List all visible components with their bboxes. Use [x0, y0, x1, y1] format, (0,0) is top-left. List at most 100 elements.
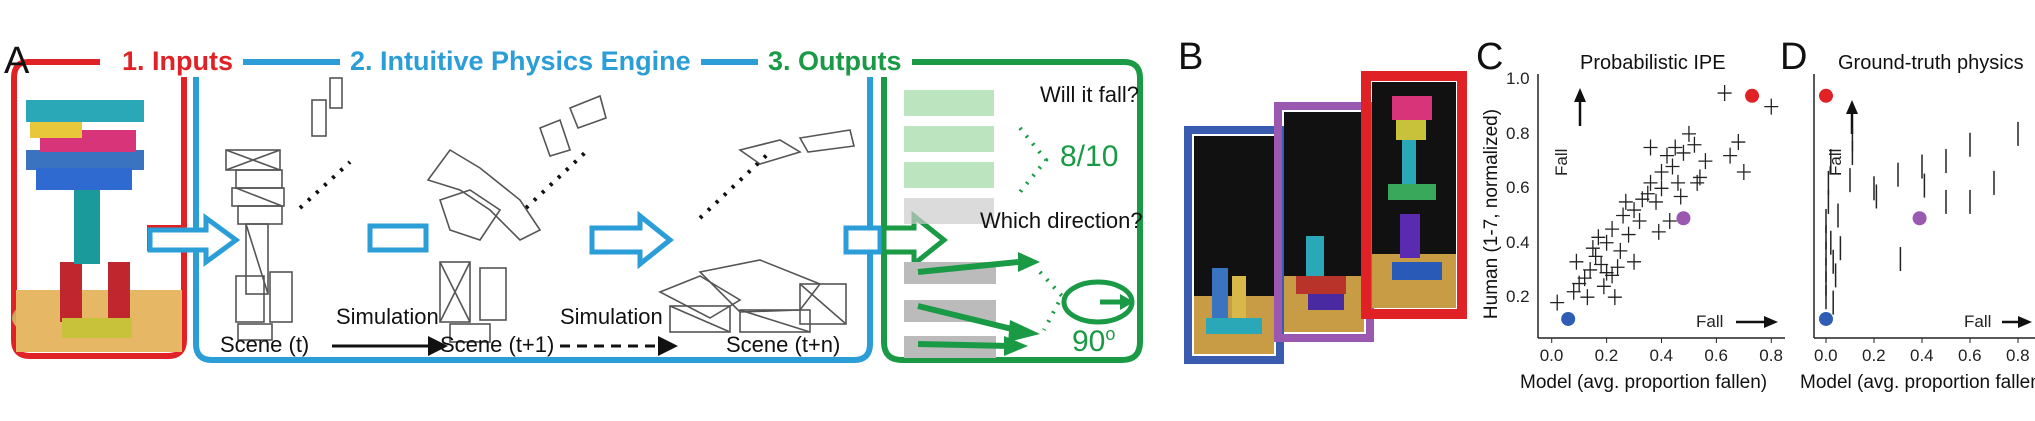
panel-letter-b: B [1178, 36, 1204, 78]
plot-d-title: Ground-truth physics [1838, 52, 2024, 74]
plot-c-point [1687, 136, 1702, 153]
plot-c-xtick: 0.2 [1594, 346, 1619, 365]
plot-c-point [1577, 270, 1592, 287]
plot-d-highlight-purple [1912, 211, 1927, 226]
plot-c-point [1583, 261, 1598, 278]
plot-c-point [1736, 163, 1751, 180]
simulation-label-2: Simulation [560, 304, 663, 329]
plot-c-point [1670, 174, 1685, 191]
plot-c-point [1627, 253, 1642, 270]
input-tower-image [12, 100, 182, 352]
plot-c-point [1613, 242, 1628, 259]
header-engine: 2. Intuitive Physics Engine [340, 46, 701, 77]
stage-caption-tn: Scene (t+n) [726, 332, 841, 357]
panel-letter-a: A [4, 40, 30, 82]
plot-c-point [1698, 153, 1713, 170]
plot-c-point [1618, 193, 1633, 210]
plot-d-fall-y: Fall [1826, 148, 1845, 176]
plot-c-point [1605, 267, 1620, 284]
plot-d-highlight-red [1819, 88, 1833, 103]
plot-c-point [1591, 229, 1606, 246]
plot-c-point [1649, 193, 1664, 210]
stimulus-blue [1184, 126, 1284, 364]
plot-d-axes [1813, 74, 2035, 339]
plot-c-point [1662, 212, 1677, 229]
wireframe-scene-t1 [426, 94, 607, 343]
plot-c-point [1599, 264, 1614, 281]
question-direction: Which direction? [980, 208, 1143, 233]
plot-c-point [1665, 158, 1680, 175]
plot-c-point [1627, 202, 1642, 219]
stage-caption-t1: Scene (t+1) [440, 332, 555, 357]
plot-d-highlight-blue [1819, 311, 1833, 326]
wireframe-scene-t [225, 77, 343, 341]
plot-c-point [1690, 174, 1705, 191]
panel-letter-c: C [1476, 36, 1504, 78]
stimulus-red [1361, 71, 1467, 319]
plot-c-xlabel: Model (avg. proportion fallen) [1520, 372, 1768, 393]
plot-c-point [1668, 139, 1683, 156]
plot-d-xtick: 0.0 [1814, 346, 1838, 365]
plot-c-point [1569, 253, 1584, 270]
stage-caption-t: Scene (t) [220, 332, 310, 357]
plot-c-point [1731, 134, 1746, 151]
plot-c-ytick: 0.6 [1506, 178, 1530, 198]
engine-flow-arrow-2 [589, 210, 675, 270]
plot-c-point [1594, 256, 1609, 273]
plot-d-xtick: 0.8 [2006, 346, 2030, 365]
plot-c-highlight-blue [1561, 311, 1576, 326]
plot-c-fall-x: Fall [1696, 312, 1724, 331]
plot-c-ytick: 0.8 [1506, 123, 1530, 143]
wireframe-scene-tn [658, 129, 855, 333]
plot-c-point [1566, 283, 1581, 300]
plot-c-point [1616, 207, 1631, 224]
plot-c-point [1643, 139, 1658, 156]
plot-c-point [1764, 98, 1779, 115]
header-inputs: 1. Inputs [112, 46, 244, 77]
header-outputs: 3. Outputs [758, 46, 912, 77]
plot-c-point [1640, 185, 1655, 202]
plot-c-point [1580, 289, 1595, 306]
plot-c-point [1659, 147, 1674, 164]
engine-output-arrow [843, 225, 883, 255]
question-fall: Will it fall? [1040, 82, 1140, 107]
plot-c-xtick: 0.8 [1759, 346, 1783, 365]
plot-d-fall-x: Fall [1964, 312, 1992, 331]
plot-c-point [1673, 188, 1688, 205]
plot-c-point [1632, 212, 1647, 229]
plot-d-xtick: 0.6 [1958, 346, 1982, 365]
plot-c-point [1599, 234, 1614, 251]
plot-c-xtick: 0.6 [1704, 346, 1729, 365]
plot-d-xlabel: Model (avg. proportion fallen) [1800, 372, 2035, 393]
outputs-frame [881, 59, 1143, 363]
plot-c-point [1550, 294, 1565, 311]
plot-c-point [1654, 163, 1669, 180]
plot-d-xtick: 0.4 [1910, 346, 1934, 365]
output-flow-arrow [881, 210, 949, 270]
plot-d-xtick: 0.2 [1862, 346, 1886, 365]
plot-c-point [1676, 144, 1691, 161]
direction-answer: 90o [1072, 324, 1116, 358]
plot-c-point [1651, 223, 1666, 240]
plot-c-point [1588, 248, 1603, 265]
plot-c-xtick: 0.4 [1649, 346, 1674, 365]
inputs-frame [11, 59, 187, 359]
plot-c-point [1605, 221, 1620, 238]
plot-c-fall-y: Fall [1552, 148, 1571, 176]
direction-thumbnails [904, 252, 1040, 358]
plot-c-highlight-red [1745, 88, 1760, 103]
plot-c-highlight-purple [1676, 211, 1691, 226]
plot-c-point [1621, 226, 1636, 243]
plot-c-ytick: 1.0 [1506, 69, 1530, 89]
plot-c-ylabel: Human (1-7, normalized) [1481, 108, 1502, 320]
plot-c-point [1610, 259, 1625, 276]
panel-letter-d: D [1780, 36, 1808, 78]
plot-c-point [1643, 174, 1658, 191]
plot-c-point [1717, 85, 1732, 102]
fall-thumbnails [904, 90, 994, 224]
plot-c-point [1654, 180, 1669, 197]
plot-c-ytick: 0.2 [1506, 287, 1530, 307]
plot-c-ytick: 0.4 [1506, 232, 1530, 252]
plot-c-point [1681, 125, 1696, 142]
